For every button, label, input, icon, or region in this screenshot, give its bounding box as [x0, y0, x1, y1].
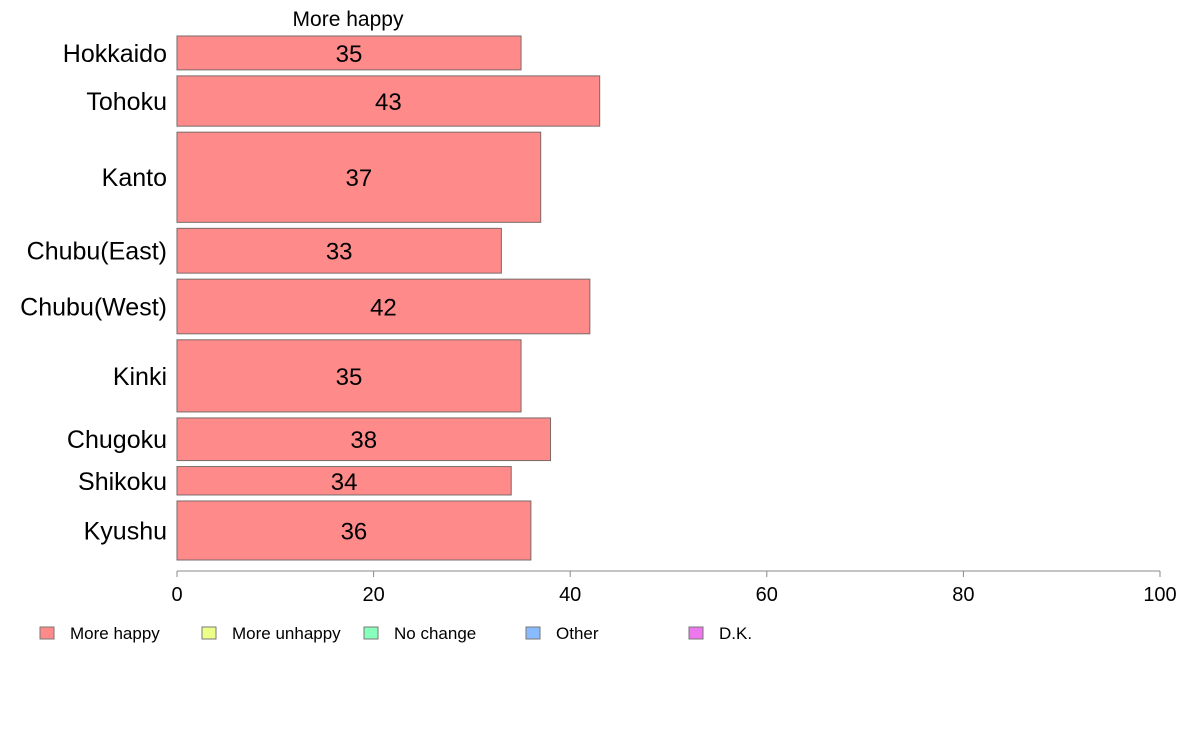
x-tick-label: 0: [171, 584, 182, 606]
legend-swatch: [201, 626, 217, 640]
legend-label: Other: [556, 624, 599, 643]
x-tick-label: 60: [756, 584, 778, 606]
bar: [176, 75, 601, 127]
bar: [176, 417, 552, 462]
legend-label: D.K.: [719, 624, 752, 643]
x-tick-label: 20: [362, 584, 384, 606]
legend-swatch: [39, 626, 55, 640]
data-label: 37: [346, 165, 373, 192]
data-label: 36: [341, 518, 368, 545]
bar: [176, 278, 591, 335]
x-tick-label: 100: [1143, 584, 1176, 606]
category-label: Tohoku: [86, 88, 167, 116]
bar: [176, 466, 512, 496]
data-label: 43: [375, 89, 402, 116]
data-label: 35: [336, 41, 363, 68]
bar: [176, 35, 522, 71]
data-label: 42: [370, 294, 397, 321]
category-label: Kanto: [102, 164, 167, 192]
category-label: Shikoku: [78, 468, 167, 496]
category-label: Chubu(East): [27, 238, 167, 266]
legend-label: More unhappy: [232, 624, 341, 643]
data-label: 35: [336, 364, 363, 391]
bar: [176, 131, 542, 223]
category-label: Kyushu: [84, 517, 167, 545]
bar: [176, 339, 522, 413]
data-label: 33: [326, 239, 353, 266]
x-axis: 0 20 40 60 80 100: [171, 570, 1177, 606]
series-title: More happy: [293, 8, 404, 31]
x-tick-label: 80: [952, 584, 974, 606]
legend: More happy More unhappy No change Other D.K.: [39, 624, 752, 643]
legend-swatch: [525, 626, 541, 640]
bar: [176, 500, 532, 561]
legend-swatch: [363, 626, 379, 640]
x-tick-label: 40: [559, 584, 581, 606]
category-label: Hokkaido: [63, 40, 167, 68]
category-label: Kinki: [113, 363, 167, 391]
category-label: Chubu(West): [20, 293, 167, 321]
bar: [176, 227, 502, 274]
legend-label: No change: [394, 624, 476, 643]
legend-swatch: [688, 626, 704, 640]
legend-label: More happy: [70, 624, 160, 643]
data-label: 38: [350, 427, 377, 454]
category-label: Chugoku: [67, 426, 167, 454]
data-label: 34: [331, 469, 358, 496]
bar-group: Hokkaido 35 Tohoku 43 Kanto 37 Chubu(East) 33 Ch…: [20, 35, 601, 561]
